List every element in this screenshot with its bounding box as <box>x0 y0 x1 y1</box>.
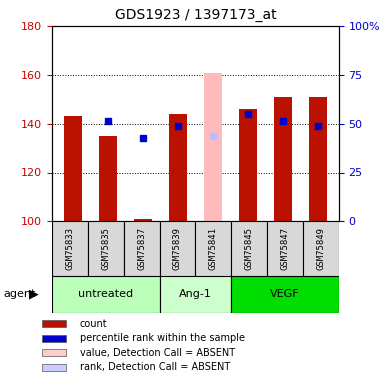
Text: rank, Detection Call = ABSENT: rank, Detection Call = ABSENT <box>80 363 230 372</box>
Text: untreated: untreated <box>78 290 133 299</box>
Text: agent: agent <box>4 290 36 299</box>
Bar <box>42 350 66 356</box>
Bar <box>267 221 303 276</box>
Bar <box>231 276 339 313</box>
Bar <box>169 114 187 221</box>
Bar <box>309 97 326 221</box>
Bar <box>42 364 66 371</box>
Text: VEGF: VEGF <box>270 290 300 299</box>
Text: value, Detection Call = ABSENT: value, Detection Call = ABSENT <box>80 348 235 358</box>
Text: GSM75833: GSM75833 <box>65 227 74 270</box>
Text: GSM75849: GSM75849 <box>316 227 325 270</box>
Bar <box>52 221 88 276</box>
Bar <box>52 276 159 313</box>
Bar <box>159 221 196 276</box>
Bar <box>204 73 222 221</box>
Bar <box>42 320 66 327</box>
Text: GSM75841: GSM75841 <box>209 227 218 270</box>
Text: Ang-1: Ang-1 <box>179 290 212 299</box>
Bar <box>303 221 339 276</box>
Bar <box>239 109 256 221</box>
Bar <box>64 116 82 221</box>
Text: GSM75839: GSM75839 <box>173 227 182 270</box>
Bar <box>42 335 66 342</box>
Bar <box>124 221 159 276</box>
Bar <box>231 221 267 276</box>
Text: ▶: ▶ <box>29 288 38 301</box>
Text: GSM75837: GSM75837 <box>137 227 146 270</box>
Bar <box>159 276 231 313</box>
Text: GSM75845: GSM75845 <box>244 227 254 270</box>
Bar <box>99 136 117 221</box>
Text: GSM75847: GSM75847 <box>281 227 290 270</box>
Text: percentile rank within the sample: percentile rank within the sample <box>80 333 245 344</box>
Bar <box>195 221 231 276</box>
Title: GDS1923 / 1397173_at: GDS1923 / 1397173_at <box>115 9 276 22</box>
Bar <box>274 97 291 221</box>
Text: GSM75835: GSM75835 <box>101 227 110 270</box>
Text: count: count <box>80 319 107 329</box>
Bar <box>134 219 152 221</box>
Bar <box>88 221 124 276</box>
